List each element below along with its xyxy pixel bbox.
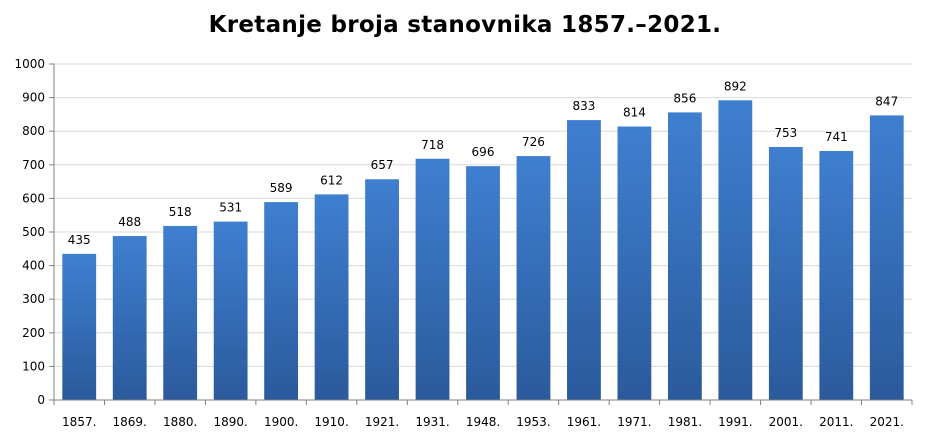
bar-value-label: 847 (875, 94, 898, 108)
bar (718, 100, 753, 401)
bar (869, 115, 904, 401)
y-tick-label: 1000 (14, 57, 45, 71)
y-tick-label: 0 (37, 393, 45, 407)
bar (112, 236, 147, 400)
y-tick-label: 100 (22, 359, 45, 373)
bar (617, 126, 652, 400)
bar-value-label: 589 (270, 181, 293, 195)
x-tick-label: 2011. (819, 415, 853, 429)
chart-title: Kretanje broja stanovnika 1857.–2021. (208, 12, 722, 38)
bar-value-label: 741 (825, 130, 848, 144)
bar-value-label: 856 (673, 91, 696, 105)
bar (567, 120, 601, 400)
bar-value-label: 726 (522, 135, 545, 149)
y-tick-label: 400 (22, 259, 45, 273)
y-tick-label: 600 (22, 191, 45, 205)
bar (466, 166, 500, 400)
bar-value-label: 657 (371, 158, 394, 172)
y-tick-label: 300 (22, 292, 45, 306)
x-tick-label: 1961. (567, 415, 601, 429)
x-tick-label: 1921. (365, 415, 399, 429)
bar (264, 202, 299, 400)
bar (415, 158, 450, 400)
bar-value-label: 531 (219, 201, 242, 215)
bars (62, 100, 904, 401)
y-tick-label: 500 (22, 225, 45, 239)
bar (819, 151, 854, 400)
x-tick-label: 1931. (415, 415, 449, 429)
bar (365, 179, 399, 400)
bar (314, 194, 349, 400)
bar-value-label: 753 (774, 126, 797, 140)
x-tick-label: 1981. (668, 415, 702, 429)
x-tick-label: 1890. (213, 415, 247, 429)
bar-value-label: 814 (623, 105, 646, 119)
bar-value-label: 488 (118, 215, 141, 229)
x-tick-label: 1910. (314, 415, 348, 429)
x-tick-label: 1953. (516, 415, 550, 429)
x-tick-label: 2001. (769, 415, 803, 429)
x-tick-label: 1880. (163, 415, 197, 429)
y-tick-label: 800 (22, 124, 45, 138)
x-tick-label: 1857. (62, 415, 96, 429)
bar (213, 221, 248, 400)
data-labels: 435 488 518 531 589 612 657 718 696 726 833 814 856 8… (68, 79, 898, 247)
bar-value-label: 696 (472, 145, 495, 159)
y-tick-label: 200 (22, 326, 45, 340)
bar-value-label: 612 (320, 173, 343, 187)
axes: 0 100 200 300 400 500 600 700 800 900 1000 1857. 186… (14, 57, 913, 429)
bar (768, 146, 803, 400)
x-tick-label: 1869. (113, 415, 147, 429)
bar-value-label: 892 (724, 79, 747, 93)
bar (62, 253, 97, 400)
bar-value-label: 435 (68, 233, 91, 247)
bar-value-label: 518 (169, 205, 192, 219)
bar (516, 156, 551, 400)
x-tick-label: 1991. (718, 415, 752, 429)
x-tick-label: 2021. (870, 415, 904, 429)
y-tick-label: 900 (22, 91, 45, 105)
x-tick-label: 1948. (466, 415, 500, 429)
x-tick-label: 1971. (617, 415, 651, 429)
bar (163, 225, 198, 400)
bar (667, 112, 702, 400)
y-tick-label: 700 (22, 158, 45, 172)
bar-value-label: 718 (421, 138, 444, 152)
x-tick-label: 1900. (264, 415, 298, 429)
bar-value-label: 833 (572, 99, 595, 113)
